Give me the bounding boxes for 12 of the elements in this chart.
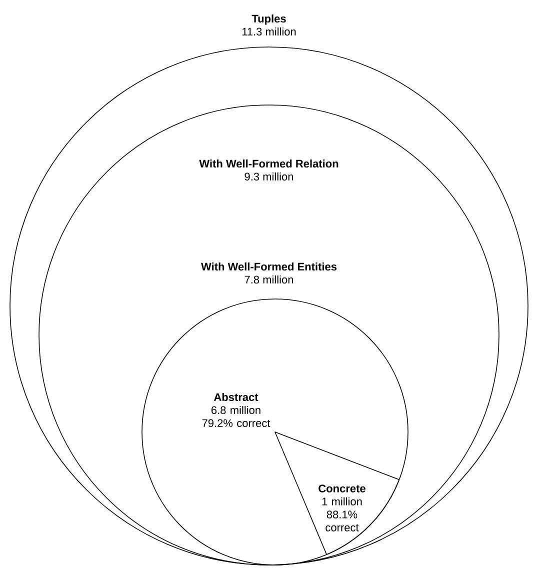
data-label: 6.8 million (212, 406, 260, 414)
data-label: 1 million (322, 497, 362, 506)
category-label: Concrete (318, 484, 366, 492)
data-label: 11.3 million (242, 27, 296, 36)
category-label: Abstract (214, 392, 258, 402)
category-label: Tuples (252, 14, 286, 25)
data-label: 9.3 million (244, 172, 294, 181)
text: 88.1% correct (326, 510, 359, 532)
category-label: With Well-Formed Relation (199, 159, 338, 168)
data-label: 7.8 million (244, 275, 294, 284)
text: 79.2% correct (202, 419, 270, 428)
category-label: With Well-Formed Entities (201, 262, 337, 271)
